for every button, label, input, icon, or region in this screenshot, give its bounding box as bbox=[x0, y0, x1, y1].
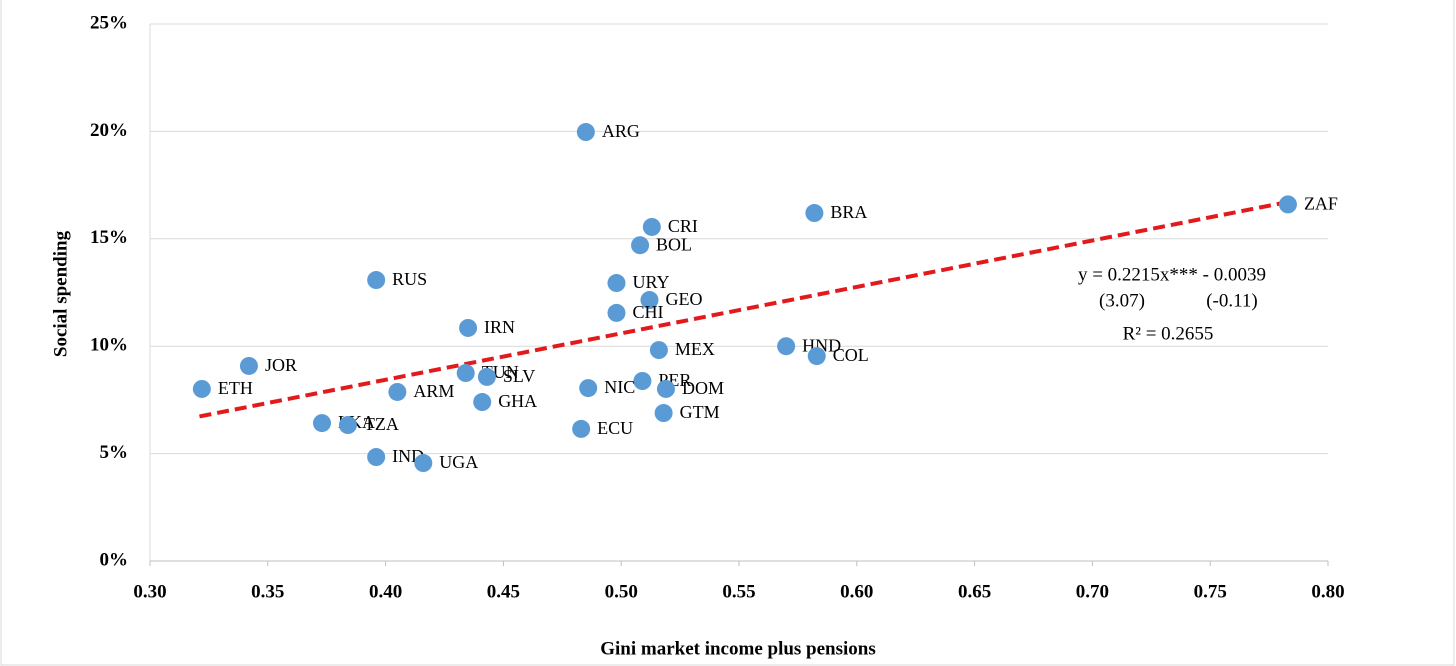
point-label: URY bbox=[632, 272, 669, 292]
point bbox=[777, 337, 796, 356]
point-label: ECU bbox=[597, 418, 633, 438]
point bbox=[607, 303, 626, 322]
y-tick-label: 20% bbox=[90, 120, 128, 141]
point bbox=[459, 318, 478, 337]
y-tick-label: 0% bbox=[100, 549, 129, 570]
y-tick-label: 25% bbox=[90, 12, 128, 33]
x-tick-label: 0.75 bbox=[1194, 581, 1227, 602]
point bbox=[572, 419, 591, 438]
point bbox=[1278, 195, 1297, 214]
x-tick-label: 0.45 bbox=[487, 581, 520, 602]
x-tick-label: 0.40 bbox=[369, 581, 402, 602]
point bbox=[192, 379, 211, 398]
point-label: GEO bbox=[665, 289, 702, 309]
point-label: DOM bbox=[682, 378, 724, 398]
point bbox=[579, 379, 598, 398]
point bbox=[642, 217, 661, 236]
point-label: RUS bbox=[392, 269, 427, 289]
point-label: BRA bbox=[830, 202, 867, 222]
point bbox=[239, 356, 258, 375]
point bbox=[807, 347, 826, 366]
point bbox=[656, 379, 675, 398]
point-label: UGA bbox=[439, 452, 478, 472]
point-label: MEX bbox=[675, 339, 715, 359]
point bbox=[631, 236, 650, 255]
r-squared: R² = 0.2655 bbox=[1123, 323, 1214, 344]
point-label: ARM bbox=[413, 381, 454, 401]
x-tick-label: 0.60 bbox=[840, 581, 873, 602]
point bbox=[456, 364, 475, 383]
x-tick-label: 0.80 bbox=[1311, 581, 1344, 602]
x-tick-label: 0.70 bbox=[1076, 581, 1109, 602]
y-tick-label: 10% bbox=[90, 335, 128, 356]
point bbox=[607, 274, 626, 293]
point bbox=[649, 341, 668, 360]
t-stat: (-0.11) bbox=[1206, 290, 1258, 311]
x-tick-label: 0.30 bbox=[133, 581, 166, 602]
point bbox=[805, 204, 824, 223]
point-label: CRI bbox=[668, 216, 698, 236]
trendline bbox=[199, 201, 1282, 419]
point-label: NIC bbox=[604, 377, 635, 397]
point-label: ETH bbox=[218, 378, 253, 398]
x-axis-title: Gini market income plus pensions bbox=[600, 638, 876, 659]
point-label: BOL bbox=[656, 234, 692, 254]
point bbox=[367, 448, 386, 467]
point-label: GTM bbox=[680, 402, 720, 422]
point-label: ZAF bbox=[1304, 194, 1338, 214]
point bbox=[388, 382, 407, 401]
equation: y = 0.2215x*** - 0.0039 bbox=[1078, 264, 1266, 285]
point-label: GHA bbox=[498, 391, 537, 411]
x-tick-label: 0.65 bbox=[958, 581, 991, 602]
point bbox=[654, 404, 673, 423]
y-axis-title: Social spending bbox=[50, 230, 71, 357]
point bbox=[640, 291, 659, 310]
point-label: CHI bbox=[632, 302, 663, 322]
point-label: IRN bbox=[484, 317, 515, 337]
point-label: COL bbox=[833, 345, 869, 365]
point-label: SLV bbox=[503, 366, 535, 386]
point-label: TZA bbox=[364, 414, 399, 434]
point bbox=[414, 454, 433, 473]
point-label: ARG bbox=[602, 121, 640, 141]
x-tick-label: 0.35 bbox=[251, 581, 284, 602]
y-tick-label: 5% bbox=[100, 442, 129, 463]
point bbox=[367, 271, 386, 290]
point bbox=[338, 416, 357, 435]
point bbox=[312, 414, 331, 433]
x-tick-label: 0.55 bbox=[722, 581, 755, 602]
point bbox=[633, 371, 652, 390]
point bbox=[576, 123, 595, 142]
point bbox=[477, 367, 496, 386]
x-tick-label: 0.50 bbox=[605, 581, 638, 602]
point-label: JOR bbox=[265, 355, 297, 375]
point bbox=[473, 393, 492, 412]
y-tick-label: 15% bbox=[90, 227, 128, 248]
t-stat: (3.07) bbox=[1099, 290, 1145, 311]
